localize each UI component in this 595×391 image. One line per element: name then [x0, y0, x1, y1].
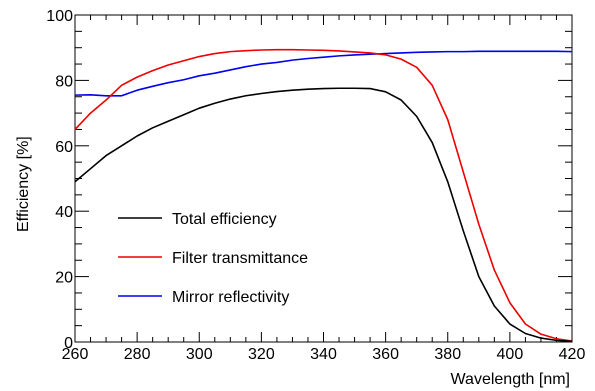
legend: Total efficiency Filter transmittance Mirr…	[118, 211, 308, 306]
x-tick-label: 420	[559, 346, 586, 363]
series-line-total-efficiency	[74, 87, 573, 343]
plot-frame	[74, 14, 573, 343]
x-tick-label: 340	[310, 346, 337, 363]
major-ticks	[74, 14, 573, 343]
x-tick-label: 260	[62, 346, 89, 363]
x-tick-label: 300	[186, 346, 213, 363]
legend-label-mirror-reflectivity: Mirror reflectivity	[172, 289, 289, 306]
y-tick-label: 100	[46, 8, 73, 25]
x-tick-label: 320	[248, 346, 275, 363]
y-tick-label: 60	[55, 139, 73, 156]
x-tick-label: 400	[497, 346, 524, 363]
x-tick-label: 360	[372, 346, 399, 363]
y-tick-label: 40	[55, 204, 73, 221]
y-tick-label: 20	[55, 270, 73, 287]
y-tick-label: 80	[55, 73, 73, 90]
legend-label-total-efficiency: Total efficiency	[172, 211, 277, 228]
legend-label-filter-transmittance: Filter transmittance	[172, 250, 308, 267]
series-lines	[74, 48, 573, 343]
minor-ticks	[75, 15, 572, 342]
x-tick-label: 380	[434, 346, 461, 363]
x-tick-labels: 260 280 300 320 340 360 380 400 420	[62, 346, 586, 363]
y-axis-title: Efficiency [%]	[15, 136, 32, 232]
y-tick-label: 0	[64, 335, 73, 352]
x-axis-title: Wavelength [nm]	[451, 371, 570, 388]
series-line-filter-transmittance	[74, 48, 573, 342]
series-line-mirror-reflectivity	[74, 50, 573, 97]
x-tick-label: 280	[124, 346, 151, 363]
y-tick-labels: 0 20 40 60 80 100	[46, 8, 73, 352]
